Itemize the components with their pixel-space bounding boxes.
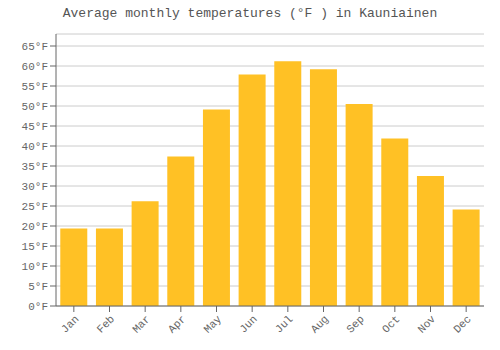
svg-text:65°F: 65°F bbox=[22, 41, 48, 53]
svg-text:20°F: 20°F bbox=[22, 221, 48, 233]
svg-text:Dec: Dec bbox=[451, 313, 473, 335]
svg-text:45°F: 45°F bbox=[22, 121, 48, 133]
svg-text:5°F: 5°F bbox=[28, 281, 48, 293]
html-text:Average monthly temperatures (: Average monthly temperatures (°F ) in Ka… bbox=[62, 6, 438, 21]
svg-text:10°F: 10°F bbox=[22, 261, 48, 273]
svg-text:15°F: 15°F bbox=[22, 241, 48, 253]
svg-text:40°F: 40°F bbox=[22, 141, 48, 153]
svg-text:Apr: Apr bbox=[166, 313, 188, 335]
svg-text:Jun: Jun bbox=[237, 313, 259, 335]
svg-text:Sep: Sep bbox=[344, 313, 366, 335]
svg-text:60°F: 60°F bbox=[22, 61, 48, 73]
svg-text:50°F: 50°F bbox=[22, 101, 48, 113]
svg-text:30°F: 30°F bbox=[22, 181, 48, 193]
svg-text:25°F: 25°F bbox=[22, 201, 48, 213]
svg-text:Jan: Jan bbox=[59, 313, 81, 335]
svg-text:Feb: Feb bbox=[95, 313, 117, 335]
svg-text:Mar: Mar bbox=[130, 313, 152, 335]
svg-text:Aug: Aug bbox=[309, 313, 331, 335]
svg-text:Nov: Nov bbox=[416, 313, 439, 336]
svg-text:Jul: Jul bbox=[273, 313, 295, 335]
svg-text:Oct: Oct bbox=[380, 313, 402, 335]
svg-text:0°F: 0°F bbox=[28, 301, 48, 313]
svg-text:55°F: 55°F bbox=[22, 81, 48, 93]
svg-text:May: May bbox=[202, 313, 225, 336]
svg-text:35°F: 35°F bbox=[22, 161, 48, 173]
